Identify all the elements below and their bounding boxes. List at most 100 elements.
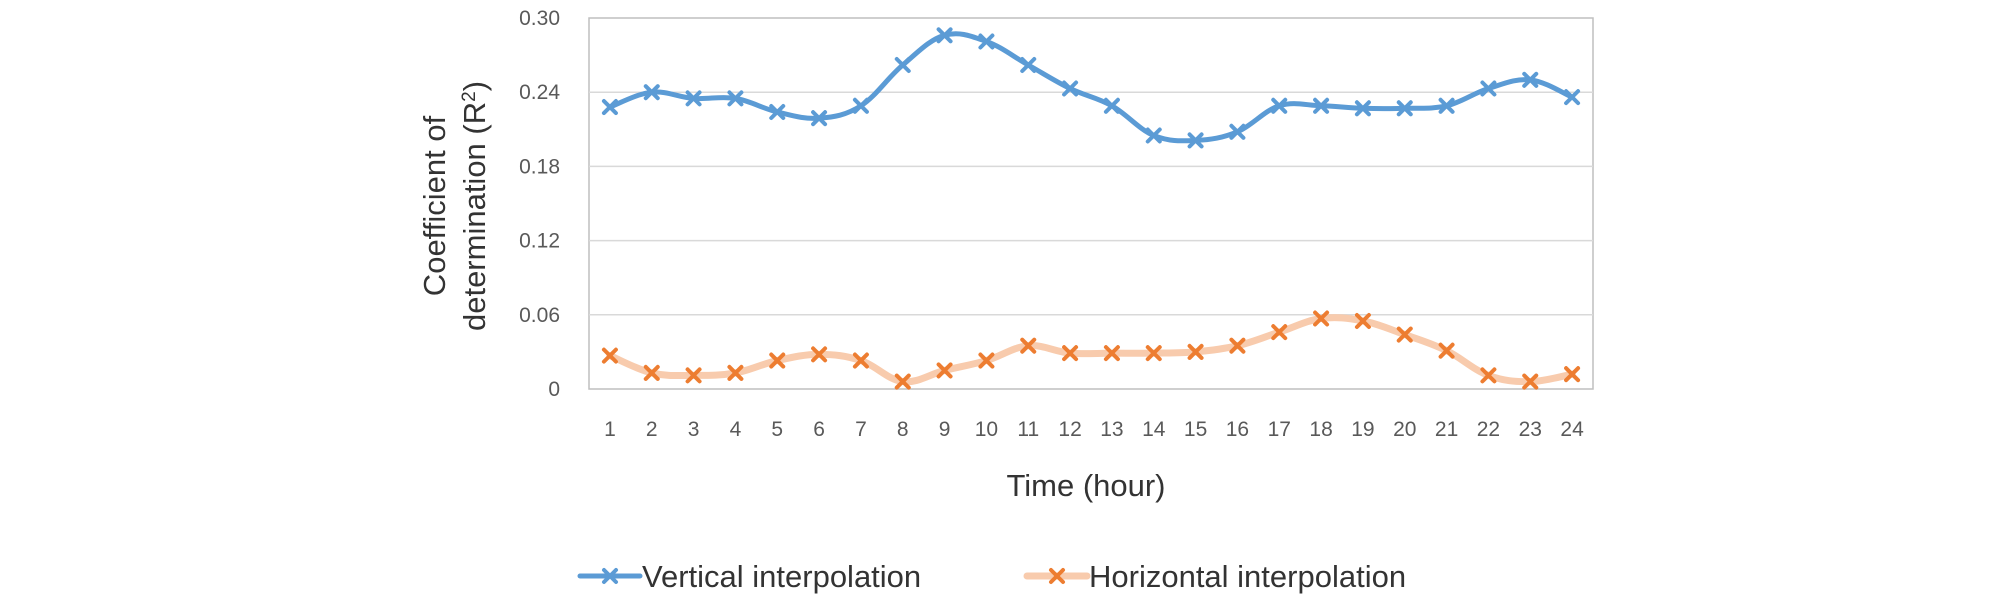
y-tick-label: 0.06 xyxy=(519,304,560,327)
x-tick-label: 5 xyxy=(771,418,783,441)
x-tick-label: 23 xyxy=(1519,418,1542,441)
data-point xyxy=(936,362,953,379)
data-point xyxy=(1103,345,1120,362)
legend-label: Vertical interpolation xyxy=(642,559,921,594)
x-axis-ticks: 1 2 3 4 5 6 7 8 9 10 11 12 13 14 15 16 17 18 19 20 21 22 23 24 xyxy=(604,418,1584,441)
data-point xyxy=(894,373,911,390)
data-point xyxy=(1062,80,1079,97)
series-2 xyxy=(601,310,1581,390)
x-tick-label: 2 xyxy=(646,418,658,441)
data-point xyxy=(685,90,702,107)
data-point xyxy=(1313,97,1330,114)
x-axis-title: Time (hour) xyxy=(1006,468,1165,503)
y-tick-label: 0.24 xyxy=(519,81,560,104)
data-point xyxy=(1354,312,1371,329)
data-point xyxy=(1396,100,1413,117)
data-point xyxy=(811,110,828,127)
data-point xyxy=(685,367,702,384)
data-point xyxy=(978,33,995,50)
data-point xyxy=(643,364,660,381)
data-point xyxy=(769,352,786,369)
x-tick-label: 11 xyxy=(1017,418,1039,441)
data-point xyxy=(1103,97,1120,114)
data-point xyxy=(1522,71,1539,88)
data-point xyxy=(1564,366,1581,383)
legend-item: Vertical interpolation xyxy=(577,559,921,594)
data-point xyxy=(1187,132,1204,149)
data-point xyxy=(1438,97,1455,114)
data-point xyxy=(601,347,618,364)
plot-frame xyxy=(588,17,1594,390)
data-point xyxy=(1020,337,1037,354)
data-point xyxy=(1313,310,1330,327)
x-tick-label: 22 xyxy=(1477,418,1500,441)
y-axis-title-main: determination (R xyxy=(457,102,492,331)
data-point xyxy=(1145,345,1162,362)
data-point xyxy=(1187,343,1204,360)
legend-item: Horizontal interpolation xyxy=(1023,559,1406,594)
x-tick-label: 14 xyxy=(1142,418,1166,441)
x-tick-label: 15 xyxy=(1184,418,1207,441)
y-tick-label: 0.12 xyxy=(519,230,560,253)
x-tick-label: 18 xyxy=(1309,418,1332,441)
series-1 xyxy=(601,27,1581,149)
data-point xyxy=(1522,373,1539,390)
data-point xyxy=(643,84,660,101)
x-tick-label: 24 xyxy=(1560,418,1584,441)
data-point xyxy=(894,56,911,73)
data-point xyxy=(1229,123,1246,140)
data-point xyxy=(936,27,953,44)
data-point xyxy=(811,346,828,363)
data-point xyxy=(978,352,995,369)
x-tick-label: 16 xyxy=(1226,418,1249,441)
data-point xyxy=(852,97,869,114)
y-axis-title-line1: Coefficient of xyxy=(417,115,452,296)
series-line xyxy=(606,314,1576,386)
data-point xyxy=(1564,89,1581,106)
data-point xyxy=(1020,56,1037,73)
plot-area: 00.060.120.180.240.30 1 2 3 4 5 6 7 8 9 10 11 12 13 1… xyxy=(519,7,1594,441)
y-axis-title-close: ) xyxy=(457,81,492,91)
x-tick-label: 21 xyxy=(1435,418,1458,441)
data-point xyxy=(727,90,744,107)
x-tick-label: 9 xyxy=(939,418,951,441)
legend-marker xyxy=(1049,568,1065,584)
data-point xyxy=(1396,326,1413,343)
gridlines xyxy=(589,91,1593,316)
legend-marker xyxy=(602,568,618,584)
y-tick-label: 0 xyxy=(548,378,560,401)
data-point xyxy=(1229,337,1246,354)
x-tick-label: 20 xyxy=(1393,418,1416,441)
x-tick-label: 13 xyxy=(1100,418,1123,441)
x-tick-label: 3 xyxy=(688,418,700,441)
y-tick-label: 0.30 xyxy=(519,7,560,30)
x-tick-label: 12 xyxy=(1058,418,1081,441)
x-tick-label: 6 xyxy=(813,418,825,441)
x-tick-label: 1 xyxy=(604,418,616,441)
x-tick-label: 17 xyxy=(1268,418,1291,441)
x-tick-label: 19 xyxy=(1351,418,1374,441)
y-axis-title-sup: 2 xyxy=(459,91,480,102)
series-line xyxy=(607,31,1575,144)
x-tick-label: 10 xyxy=(975,418,998,441)
data-point xyxy=(1480,367,1497,384)
x-tick-label: 8 xyxy=(897,418,909,441)
data-point xyxy=(1354,100,1371,117)
x-tick-label: 4 xyxy=(730,418,742,441)
data-point xyxy=(1145,127,1162,144)
y-tick-label: 0.18 xyxy=(519,155,560,178)
legend-label: Horizontal interpolation xyxy=(1089,559,1406,594)
data-point xyxy=(1271,324,1288,341)
data-point xyxy=(1438,342,1455,359)
y-axis-title-line2: determination (R2) xyxy=(457,81,492,331)
x-tick-label: 7 xyxy=(855,418,867,441)
data-point xyxy=(852,352,869,369)
data-point xyxy=(1271,97,1288,114)
data-point xyxy=(1480,80,1497,97)
series-layer xyxy=(601,27,1581,390)
data-point xyxy=(727,364,744,381)
legend: Vertical interpolation Horizontal interpo… xyxy=(577,559,1406,594)
data-point xyxy=(769,103,786,120)
data-point xyxy=(601,99,618,116)
